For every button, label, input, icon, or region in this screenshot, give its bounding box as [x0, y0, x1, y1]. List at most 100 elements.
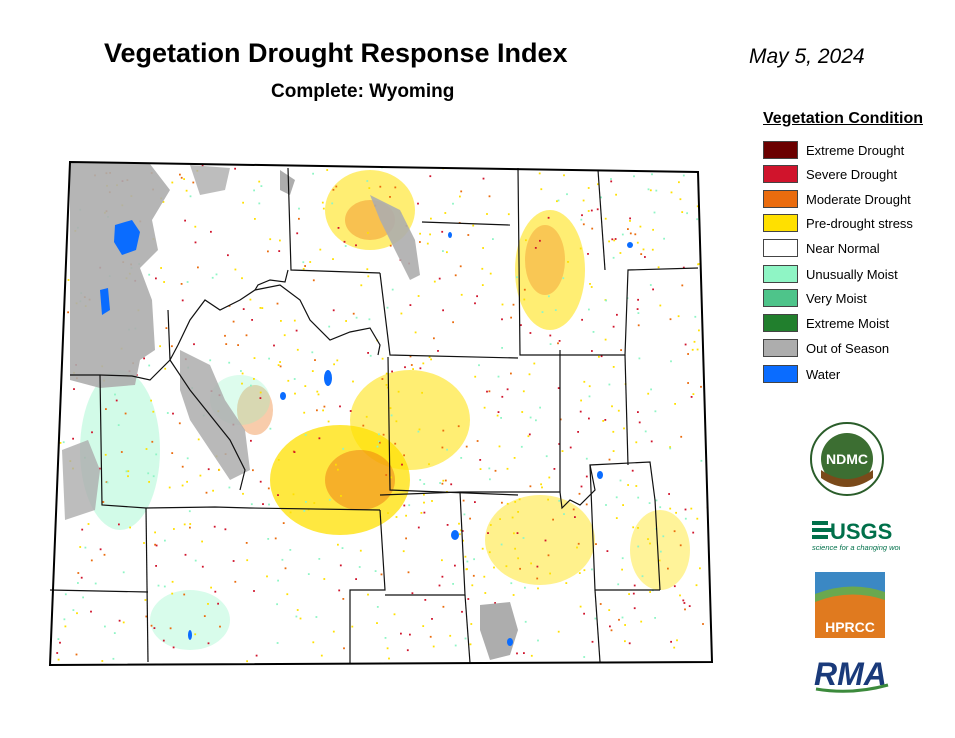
condition-speckle: [359, 549, 362, 552]
condition-speckle: [322, 409, 324, 412]
condition-speckle: [316, 409, 318, 412]
condition-speckle: [478, 364, 480, 367]
condition-speckle: [579, 605, 582, 608]
condition-speckle: [54, 271, 57, 274]
condition-speckle: [501, 318, 503, 321]
condition-speckles: [50, 162, 710, 664]
condition-speckle: [539, 239, 541, 242]
condition-speckle: [482, 247, 484, 249]
condition-speckle: [679, 594, 681, 597]
condition-speckle: [296, 348, 299, 351]
condition-speckle: [382, 433, 385, 436]
condition-speckle: [429, 233, 431, 236]
condition-speckle: [388, 657, 390, 660]
condition-speckle: [673, 646, 676, 649]
condition-speckle: [629, 232, 632, 235]
condition-speckle: [558, 340, 561, 342]
condition-speckle: [389, 407, 392, 409]
condition-speckle: [280, 320, 282, 322]
condition-speckle: [168, 486, 171, 489]
condition-speckle: [444, 479, 447, 482]
condition-speckle: [157, 584, 160, 587]
condition-speckle: [547, 216, 550, 219]
condition-speckle: [276, 302, 279, 305]
condition-speckle: [299, 617, 302, 620]
condition-speckle: [390, 476, 393, 479]
condition-speckle: [57, 658, 60, 661]
condition-speckle: [462, 499, 465, 502]
condition-speckle: [234, 580, 237, 583]
condition-speckle: [541, 486, 543, 489]
condition-speckle: [431, 618, 433, 620]
condition-speckle: [454, 644, 457, 647]
condition-speckle: [578, 492, 581, 495]
condition-speckle: [521, 411, 524, 413]
condition-speckle: [442, 309, 444, 312]
condition-speckle: [367, 593, 369, 596]
condition-speckle: [608, 240, 610, 243]
condition-speckle: [409, 355, 412, 358]
condition-speckle: [397, 390, 400, 393]
legend-swatch: [763, 365, 798, 383]
condition-speckle: [498, 445, 501, 448]
condition-speckle: [544, 539, 547, 542]
condition-speckle: [117, 424, 120, 426]
condition-speckle: [512, 303, 515, 306]
condition-speckle: [90, 610, 92, 613]
condition-speckle: [51, 470, 53, 473]
condition-speckle: [578, 572, 581, 574]
condition-speckle: [473, 558, 475, 561]
condition-speckle: [296, 232, 299, 235]
condition-speckle: [592, 331, 595, 333]
condition-speckle: [106, 481, 109, 484]
condition-speckle: [212, 489, 214, 492]
condition-speckle: [558, 499, 561, 502]
legend-item-moderate-drought: Moderate Drought: [763, 189, 911, 209]
condition-speckle: [165, 327, 168, 329]
condition-speckle: [246, 660, 248, 663]
condition-speckle: [276, 603, 278, 606]
condition-speckle: [197, 266, 199, 269]
condition-speckle: [186, 480, 188, 483]
condition-speckle: [286, 593, 289, 596]
condition-speckle: [559, 418, 562, 421]
condition-speckle: [405, 514, 407, 517]
condition-speckle: [276, 642, 279, 644]
condition-speckle: [614, 238, 617, 240]
condition-speckle: [323, 578, 326, 580]
condition-speckle: [624, 640, 626, 643]
legend-item-unusually-moist: Unusually Moist: [763, 264, 898, 284]
condition-speckle: [179, 173, 181, 176]
condition-speckle: [387, 512, 389, 514]
condition-speckle: [144, 599, 147, 601]
condition-speckle: [479, 459, 482, 461]
legend-item-extreme-drought: Extreme Drought: [763, 140, 904, 160]
condition-speckle: [422, 163, 425, 166]
condition-speckle: [662, 535, 665, 538]
condition-speckle: [581, 214, 583, 217]
condition-speckle: [481, 547, 484, 550]
condition-speckle: [376, 445, 379, 448]
condition-speckle: [181, 299, 184, 302]
condition-speckle: [194, 559, 197, 562]
condition-speckle: [318, 558, 321, 560]
condition-speckle: [596, 208, 599, 211]
condition-speckle: [304, 385, 307, 387]
condition-speckle: [155, 565, 157, 567]
condition-speckle: [240, 370, 242, 372]
condition-speckle: [452, 321, 454, 324]
condition-speckle: [344, 245, 347, 247]
condition-speckle: [278, 250, 281, 252]
condition-speckle: [61, 266, 64, 269]
state-outline: [48, 160, 714, 667]
condition-speckle: [59, 442, 62, 444]
condition-speckle: [525, 239, 527, 242]
condition-speckle: [259, 391, 262, 394]
condition-speckle: [118, 619, 121, 622]
condition-speckle: [577, 542, 580, 545]
condition-speckle: [682, 599, 685, 602]
condition-speckle: [637, 312, 640, 314]
legend-swatch: [763, 141, 798, 159]
condition-speckle: [102, 501, 105, 503]
condition-speckle: [488, 551, 491, 554]
